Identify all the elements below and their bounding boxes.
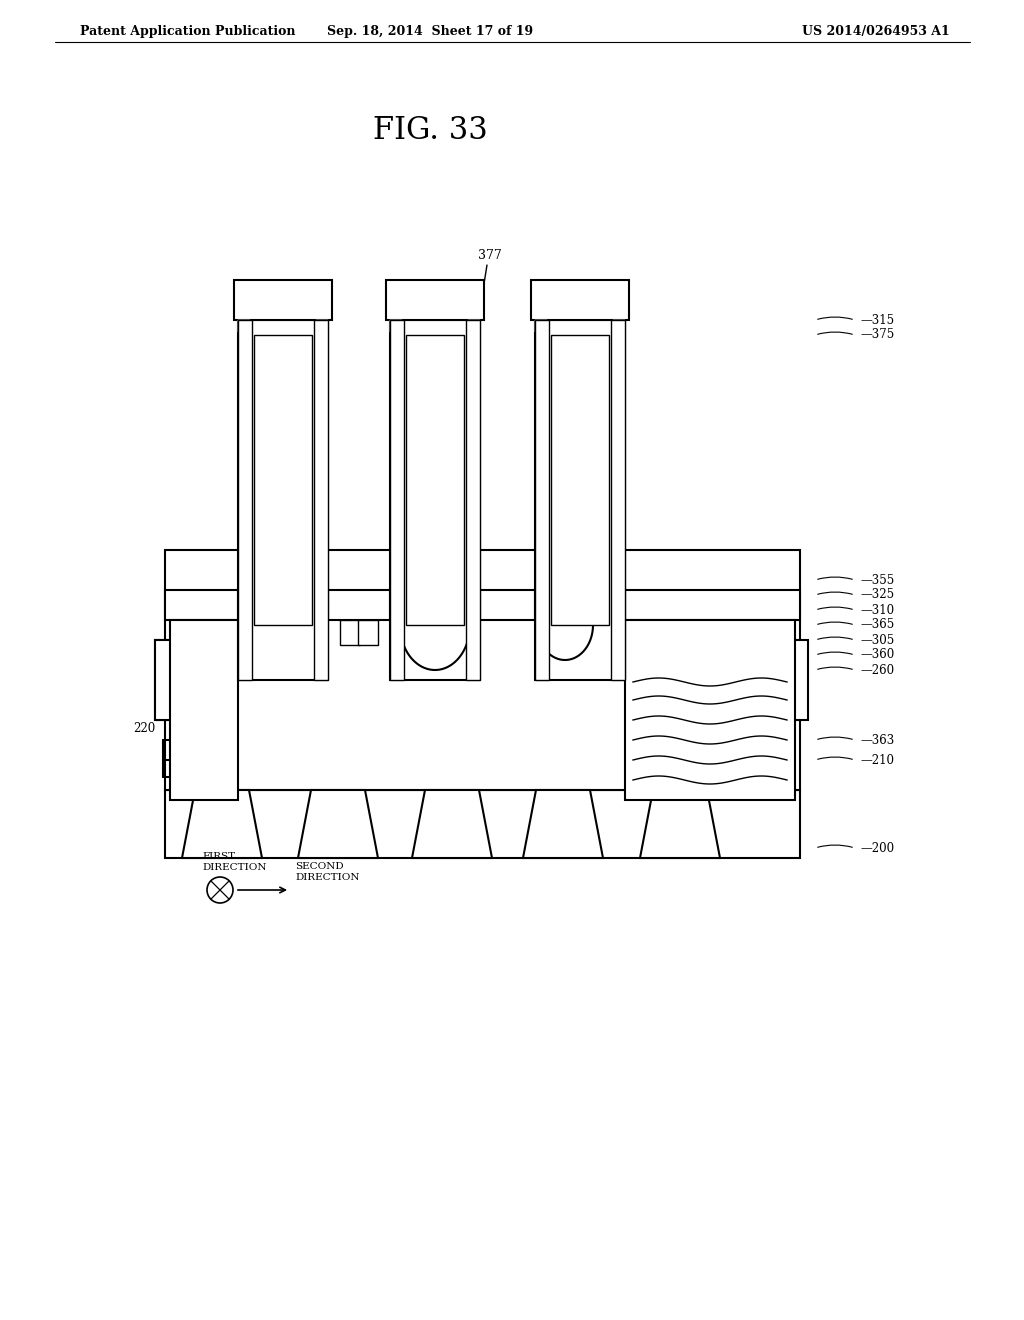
Polygon shape xyxy=(298,789,378,858)
Bar xyxy=(625,590,800,620)
Bar xyxy=(531,280,629,319)
Bar xyxy=(611,319,625,680)
Text: Patent Application Publication: Patent Application Publication xyxy=(80,25,296,38)
Bar xyxy=(238,319,252,680)
Bar xyxy=(254,335,312,624)
Polygon shape xyxy=(468,319,480,333)
Text: —260: —260 xyxy=(860,664,894,676)
Bar xyxy=(238,319,328,680)
Text: Sep. 18, 2014  Sheet 17 of 19: Sep. 18, 2014 Sheet 17 of 19 xyxy=(327,25,534,38)
Polygon shape xyxy=(412,789,492,858)
Polygon shape xyxy=(640,789,720,858)
Text: —375: —375 xyxy=(860,329,894,342)
Text: SECOND
DIRECTION: SECOND DIRECTION xyxy=(295,862,359,882)
Text: 224: 224 xyxy=(170,762,193,775)
Bar xyxy=(551,335,609,624)
Polygon shape xyxy=(523,789,603,858)
Bar xyxy=(328,590,390,620)
Polygon shape xyxy=(613,319,625,333)
Polygon shape xyxy=(535,319,547,333)
Text: 377: 377 xyxy=(478,249,502,261)
Polygon shape xyxy=(316,319,328,333)
Bar xyxy=(170,620,238,800)
Text: —360: —360 xyxy=(860,648,894,661)
Text: —325: —325 xyxy=(860,589,894,602)
Bar xyxy=(155,640,195,719)
Text: 220: 220 xyxy=(133,722,155,735)
Text: —200: —200 xyxy=(860,842,894,854)
Text: FIRST
DIRECTION: FIRST DIRECTION xyxy=(202,851,266,873)
Text: —315: —315 xyxy=(860,314,894,326)
Bar xyxy=(165,590,238,620)
Bar xyxy=(358,620,378,645)
Text: FIG. 33: FIG. 33 xyxy=(373,115,487,147)
Bar xyxy=(390,319,480,680)
Text: US 2014/0264953 A1: US 2014/0264953 A1 xyxy=(802,25,950,38)
Bar xyxy=(625,620,795,800)
Text: —355: —355 xyxy=(860,573,894,586)
Bar xyxy=(340,620,360,645)
Bar xyxy=(790,640,808,719)
Polygon shape xyxy=(390,319,402,333)
Bar xyxy=(535,319,549,680)
Text: —210: —210 xyxy=(860,754,894,767)
Bar xyxy=(314,319,328,680)
Bar xyxy=(535,319,625,680)
Text: —365: —365 xyxy=(860,619,894,631)
Bar xyxy=(165,789,800,858)
Bar xyxy=(390,319,404,680)
Text: 222: 222 xyxy=(170,742,193,755)
Bar xyxy=(466,319,480,680)
Bar xyxy=(480,590,535,620)
Bar xyxy=(165,550,800,789)
Text: —363: —363 xyxy=(860,734,894,747)
Polygon shape xyxy=(238,319,250,333)
Text: —305: —305 xyxy=(860,634,894,647)
Text: —310: —310 xyxy=(860,603,894,616)
Bar xyxy=(155,640,173,719)
Bar xyxy=(386,280,484,319)
Bar xyxy=(234,280,332,319)
Polygon shape xyxy=(182,789,262,858)
Bar xyxy=(406,335,464,624)
